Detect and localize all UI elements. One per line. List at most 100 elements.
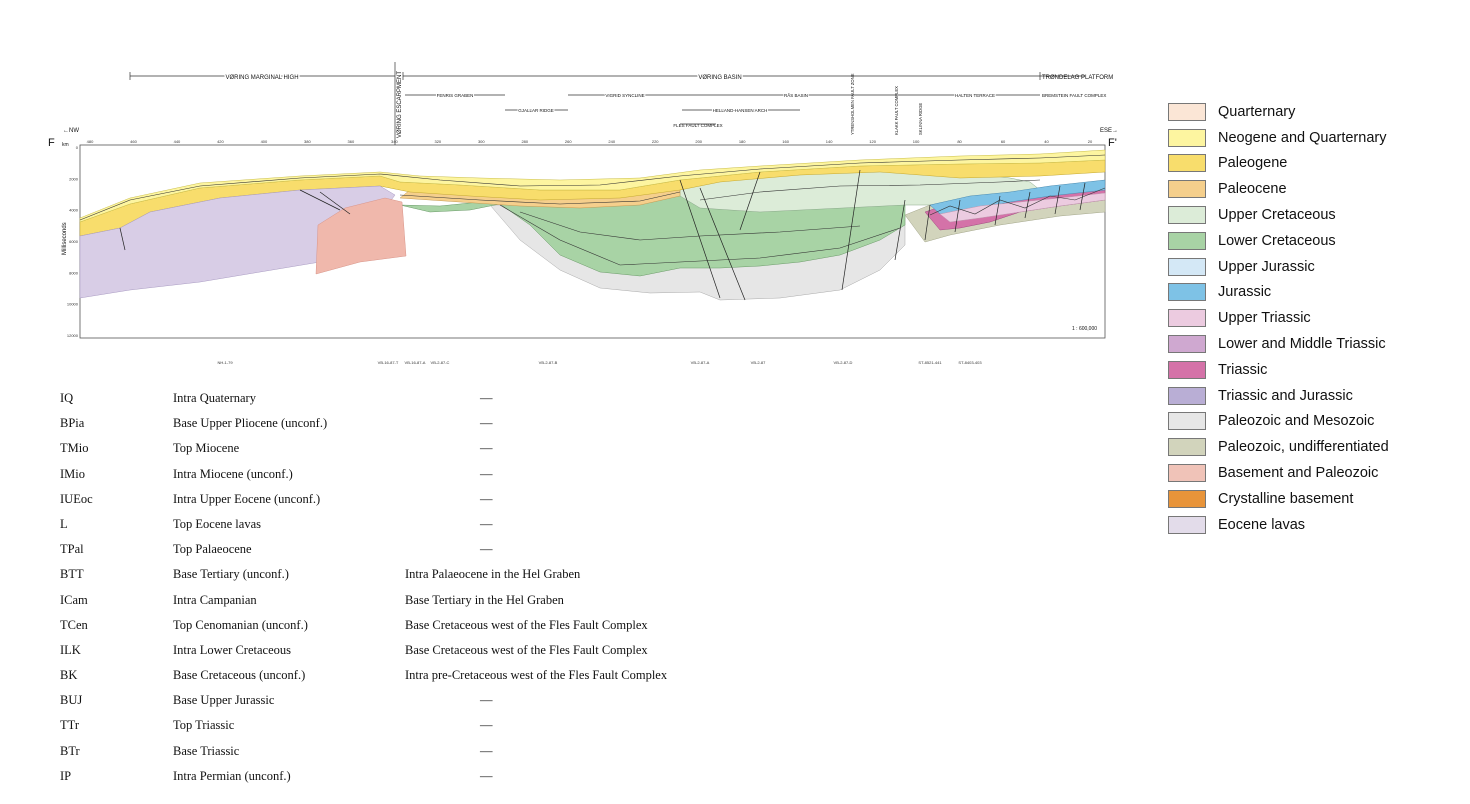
legend-label: Upper Jurassic — [1218, 258, 1315, 275]
horizon-dash: — — [480, 768, 493, 783]
legend-label: Neogene and Quarternary — [1218, 129, 1387, 146]
km-tick-label: 80 — [957, 139, 962, 144]
legend-swatch — [1168, 154, 1206, 173]
legend-label: Paleozoic, undifferentiated — [1218, 439, 1389, 456]
ms-tick-label: 0 — [76, 145, 79, 150]
horizon-name: Intra Permian (unconf.) — [173, 768, 291, 783]
well-label: VB-2-87-C — [431, 360, 450, 365]
horizon-note: Intra pre-Cretaceous west of the Fles Fa… — [405, 668, 668, 683]
horizon-code: BUJ — [60, 693, 83, 708]
legend-label: Basement and Paleozoic — [1218, 465, 1379, 482]
subregion-gjallar: GJALLAR RIDGE — [518, 108, 554, 113]
km-tick-label: 140 — [826, 139, 833, 144]
km-tick-label: 340 — [391, 139, 398, 144]
legend-swatch — [1168, 515, 1206, 534]
km-tick-label: 480 — [87, 139, 94, 144]
region-label-marginal-high: VØRING MARGINAL HIGH — [225, 75, 298, 81]
legend-label: Triassic — [1218, 361, 1268, 378]
basement-paleozoic-unit — [315, 197, 407, 275]
legend-item: Paleogene — [1168, 151, 1458, 177]
fault-zone-sklinna: SKLINNA RIDGE — [918, 103, 923, 135]
legend-item: Neogene and Quarternary — [1168, 125, 1458, 151]
km-tick-label: 440 — [174, 139, 181, 144]
horizon-row: BK Base Cretaceous (unconf.) Intra pre-Cre… — [60, 665, 760, 690]
horizon-dash: — — [480, 441, 493, 456]
horizon-code: TMio — [60, 441, 89, 456]
ms-tick-label: 12000 — [67, 333, 79, 338]
horizon-dash: — — [480, 542, 493, 557]
horizon-name: Base Cretaceous (unconf.) — [173, 668, 306, 683]
horizon-code: TTr — [60, 718, 79, 733]
horizon-code: IUEoc — [60, 491, 93, 506]
legend-swatch — [1168, 309, 1206, 328]
horizon-dash: — — [480, 516, 493, 531]
legend-item: Upper Triassic — [1168, 305, 1458, 331]
horizon-code: ILK — [60, 642, 81, 657]
legend-label: Paleogene — [1218, 155, 1288, 172]
km-tick-label: 180 — [739, 139, 746, 144]
horizon-dash: — — [480, 466, 493, 481]
horizon-code: IMio — [60, 466, 85, 481]
horizon-dash: — — [480, 693, 493, 708]
ms-tick-labels: 0 2000 4000 6000 8000 10000 12000 — [67, 145, 79, 338]
legend-item: Upper Cretaceous — [1168, 202, 1458, 228]
horizon-name: Top Eocene lavas — [173, 516, 261, 531]
well-label: VB-2-87-D — [834, 360, 853, 365]
horizon-dash: — — [480, 743, 493, 758]
km-tick-label: 40 — [1044, 139, 1049, 144]
km-tick-label: 300 — [478, 139, 485, 144]
horizon-row: TMio Top Miocene — — [60, 438, 760, 463]
horizon-code: L — [60, 516, 68, 531]
well-label: NH-1-79 — [217, 360, 233, 365]
fault-zone-klakk: KLAKK FAULT COMPLEX — [894, 86, 899, 135]
subregion-bremstein: BREMSTEIN FAULT COMPLEX — [1042, 93, 1106, 98]
horizon-row: BUJ Base Upper Jurassic — — [60, 690, 760, 715]
legend-item: Paleozoic, undifferentiated — [1168, 434, 1458, 460]
horizon-code: BPia — [60, 416, 85, 431]
horizon-dash: — — [480, 718, 493, 733]
legend-item: Lower and Middle Triassic — [1168, 331, 1458, 357]
horizon-row: ILK Intra Lower Cretaceous Base Cretaceous… — [60, 640, 760, 665]
legend-item: Crystalline basement — [1168, 486, 1458, 512]
legend: Quarternary Neogene and Quarternary Paleog… — [1168, 99, 1458, 538]
legend-swatch — [1168, 335, 1206, 354]
subregion-halten: HALTEN TERRACE — [955, 93, 995, 98]
legend-label: Quarternary — [1218, 103, 1296, 120]
well-label: ST-8521-441 — [918, 360, 942, 365]
escarpment-label: VØRING ESCARPMENT — [397, 71, 403, 138]
horizon-row: BPia Base Upper Pliocene (unconf.) — — [60, 413, 760, 438]
legend-item: Lower Cretaceous — [1168, 228, 1458, 254]
horizon-dash: — — [480, 491, 493, 506]
legend-item: Paleocene — [1168, 176, 1458, 202]
region-label-trondelag: TRØNDELAG PLATFORM — [1042, 75, 1113, 81]
legend-swatch — [1168, 386, 1206, 405]
legend-swatch — [1168, 438, 1206, 457]
horizon-table: IQ Intra Quaternary — BPia Base Upper Plioce… — [60, 388, 760, 791]
region-label-voring-basin: VØRING BASIN — [698, 75, 741, 81]
km-tick-label: 280 — [521, 139, 528, 144]
well-label: VB-2-87 — [751, 360, 766, 365]
horizon-note: Intra Palaeocene in the Hel Graben — [405, 567, 581, 582]
horizon-code: BK — [60, 668, 78, 683]
legend-label: Paleocene — [1218, 181, 1287, 198]
legend-swatch — [1168, 283, 1206, 302]
horizon-name: Top Triassic — [173, 718, 235, 733]
legend-item: Triassic and Jurassic — [1168, 383, 1458, 409]
geological-cross-section: VØRING MARGINAL HIGH VØRING BASIN TRØNDE… — [48, 62, 1118, 365]
legend-item: Upper Jurassic — [1168, 254, 1458, 280]
legend-item: Basement and Paleozoic — [1168, 460, 1458, 486]
legend-item: Paleozoic and Mesozoic — [1168, 409, 1458, 435]
horizon-name: Top Miocene — [173, 441, 240, 456]
neogene-quarternary-unit — [79, 149, 1106, 223]
horizon-row: BTr Base Triassic — — [60, 741, 760, 766]
legend-swatch — [1168, 102, 1206, 121]
subregion-fles: FLES FAULT COMPLEX — [673, 123, 722, 128]
legend-label: Crystalline basement — [1218, 490, 1354, 507]
direction-ese: ESE→ — [1100, 128, 1118, 134]
horizon-code: IQ — [60, 391, 74, 405]
horizon-code: TPal — [60, 542, 84, 557]
region-brackets — [129, 72, 1085, 125]
section-start-label: F — [48, 137, 55, 149]
legend-item: Quarternary — [1168, 99, 1458, 125]
well-labels: NH-1-79 VB-16-87-T VB-16-87-A VB-2-87-C VB-2… — [217, 360, 982, 365]
